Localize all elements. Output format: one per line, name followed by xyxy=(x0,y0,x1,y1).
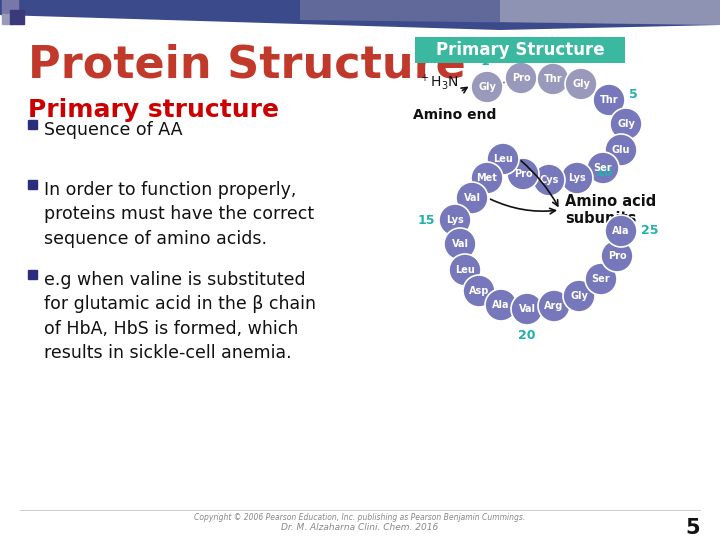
Circle shape xyxy=(487,143,519,175)
Text: Primary Structure: Primary Structure xyxy=(436,41,604,59)
Text: 20: 20 xyxy=(518,329,536,342)
Circle shape xyxy=(561,162,593,194)
Text: Gly: Gly xyxy=(617,119,635,129)
Circle shape xyxy=(601,240,633,272)
Circle shape xyxy=(538,290,570,322)
Text: Dr. M. Alzaharna Clini. Chem. 2016: Dr. M. Alzaharna Clini. Chem. 2016 xyxy=(282,523,438,532)
Circle shape xyxy=(463,275,495,307)
Circle shape xyxy=(565,68,597,100)
Text: Amino acid
subunits: Amino acid subunits xyxy=(565,194,656,226)
Bar xyxy=(2,14,12,24)
Bar xyxy=(28,180,37,189)
Text: Pro: Pro xyxy=(513,169,532,179)
Circle shape xyxy=(605,215,637,247)
Text: Ser: Ser xyxy=(592,274,611,284)
Bar xyxy=(28,270,37,279)
Polygon shape xyxy=(300,0,720,25)
Circle shape xyxy=(507,158,539,190)
Circle shape xyxy=(511,293,543,325)
Text: Glu: Glu xyxy=(612,145,630,155)
Circle shape xyxy=(585,263,617,295)
Circle shape xyxy=(471,162,503,194)
Text: In order to function properly,
proteins must have the correct
sequence of amino : In order to function properly, proteins … xyxy=(44,181,314,248)
Circle shape xyxy=(563,280,595,312)
Circle shape xyxy=(610,108,642,140)
Bar xyxy=(28,120,37,129)
Text: 5: 5 xyxy=(629,89,638,102)
Circle shape xyxy=(587,152,619,184)
Text: Leu: Leu xyxy=(493,154,513,164)
Text: Cys: Cys xyxy=(539,175,559,185)
Text: Gly: Gly xyxy=(478,82,496,92)
Circle shape xyxy=(533,164,565,196)
Text: Amino end: Amino end xyxy=(413,108,496,122)
Text: Val: Val xyxy=(464,193,480,203)
Text: 25: 25 xyxy=(641,225,659,238)
Text: 10: 10 xyxy=(596,166,613,179)
Bar xyxy=(10,10,24,24)
Circle shape xyxy=(485,289,517,321)
Text: Pro: Pro xyxy=(608,251,626,261)
Text: Arg: Arg xyxy=(544,301,564,311)
Circle shape xyxy=(439,204,471,236)
Text: Leu: Leu xyxy=(455,265,475,275)
Text: Thr: Thr xyxy=(600,95,618,105)
Text: Gly: Gly xyxy=(572,79,590,89)
Polygon shape xyxy=(500,0,720,25)
Circle shape xyxy=(444,228,476,260)
Text: $^+$H$_3$N: $^+$H$_3$N xyxy=(418,72,459,92)
Circle shape xyxy=(605,134,637,166)
Text: Met: Met xyxy=(477,173,498,183)
Circle shape xyxy=(449,254,481,286)
Circle shape xyxy=(471,71,503,103)
Text: 1: 1 xyxy=(481,55,490,68)
Bar xyxy=(2,0,18,16)
Text: Gly: Gly xyxy=(570,291,588,301)
Text: Val: Val xyxy=(451,239,469,249)
Text: Primary structure: Primary structure xyxy=(28,98,279,122)
Circle shape xyxy=(456,182,488,214)
Text: Lys: Lys xyxy=(446,215,464,225)
Bar xyxy=(415,37,625,63)
Text: Pro: Pro xyxy=(512,73,531,83)
Text: e.g when valine is substituted
for glutamic acid in the β chain
of HbA, HbS is f: e.g when valine is substituted for gluta… xyxy=(44,271,316,362)
Text: Protein Structure: Protein Structure xyxy=(28,43,466,86)
Text: 15: 15 xyxy=(418,213,435,226)
Text: Lys: Lys xyxy=(568,173,586,183)
Text: Asp: Asp xyxy=(469,286,489,296)
Text: Ala: Ala xyxy=(612,226,630,236)
Text: Sequence of AA: Sequence of AA xyxy=(44,121,182,139)
Text: 5: 5 xyxy=(685,518,700,538)
Circle shape xyxy=(537,63,569,95)
Text: Val: Val xyxy=(518,304,536,314)
Text: Ser: Ser xyxy=(594,163,612,173)
Polygon shape xyxy=(0,0,720,30)
Circle shape xyxy=(505,62,537,94)
Text: Copyright © 2006 Pearson Education, Inc. publishing as Pearson Benjamin Cummings: Copyright © 2006 Pearson Education, Inc.… xyxy=(194,514,526,523)
Text: Thr: Thr xyxy=(544,74,562,84)
Text: Ala: Ala xyxy=(492,300,510,310)
Circle shape xyxy=(593,84,625,116)
